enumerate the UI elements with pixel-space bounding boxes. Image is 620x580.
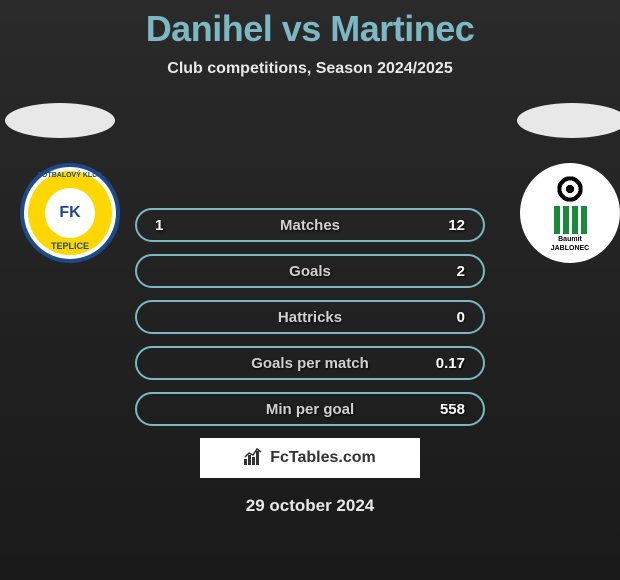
- watermark-text: FcTables.com: [270, 449, 376, 467]
- stat-row: 1 Matches 12: [135, 208, 485, 242]
- chart-icon: [244, 447, 266, 470]
- subtitle: Club competitions, Season 2024/2025: [0, 60, 620, 78]
- stat-value-left: 1: [155, 217, 185, 234]
- club-logo-left: FOTBALOVÝ KLUB FK TEPLICE: [20, 163, 120, 263]
- stat-value-right: 12: [435, 217, 465, 234]
- comparison-area: FOTBALOVÝ KLUB FK TEPLICE Baumit JABLONE…: [0, 108, 620, 516]
- stats-table: 1 Matches 12 Goals 2 Hattricks 0 Goals p…: [135, 208, 485, 426]
- stat-row: Min per goal 558: [135, 392, 485, 426]
- stat-value-right: 2: [435, 263, 465, 280]
- watermark: FcTables.com: [200, 438, 420, 478]
- stat-label: Hattricks: [278, 309, 342, 326]
- stat-value-right: 0: [435, 309, 465, 326]
- club-stripes-icon: [554, 206, 587, 234]
- club-logo-left-name: TEPLICE: [51, 241, 89, 251]
- club-logo-right: Baumit JABLONEC: [520, 163, 620, 263]
- soccer-ball-icon: [555, 174, 585, 204]
- player-photo-left: [5, 103, 115, 138]
- club-logo-right-toptext: Baumit: [558, 236, 582, 243]
- club-logo-left-toptext: FOTBALOVÝ KLUB: [38, 172, 103, 179]
- stat-row: Goals 2: [135, 254, 485, 288]
- stat-row: Goals per match 0.17: [135, 346, 485, 380]
- stat-row: Hattricks 0: [135, 300, 485, 334]
- page-title: Danihel vs Martinec: [0, 0, 620, 50]
- stat-label: Min per goal: [266, 401, 354, 418]
- player-photo-right: [517, 103, 620, 138]
- date-label: 29 october 2024: [0, 496, 620, 516]
- stat-label: Matches: [280, 217, 340, 234]
- stat-label: Goals: [289, 263, 331, 280]
- club-logo-right-name: JABLONEC: [551, 245, 590, 252]
- stat-value-right: 0.17: [435, 355, 465, 372]
- club-logo-left-abbrev: FK: [45, 188, 95, 238]
- stat-value-right: 558: [435, 401, 465, 418]
- stat-label: Goals per match: [251, 355, 369, 372]
